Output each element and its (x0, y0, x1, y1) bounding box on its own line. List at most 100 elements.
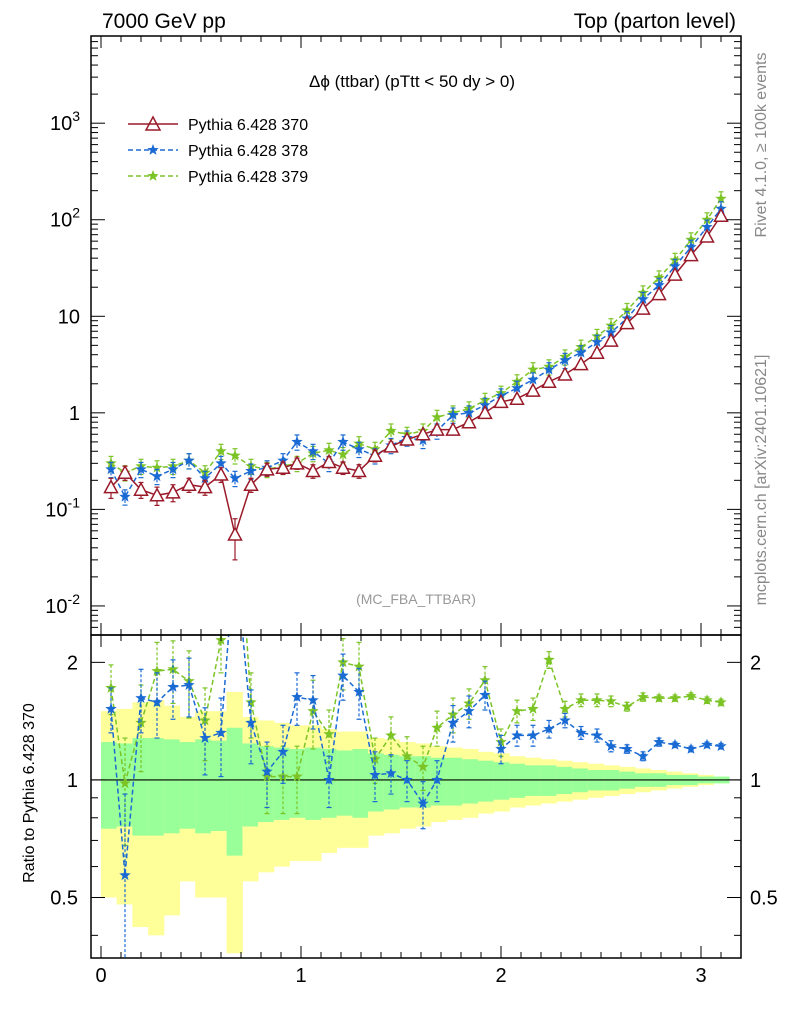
data-point (367, 447, 383, 462)
data-point (351, 462, 367, 478)
data-point (151, 461, 163, 473)
data-point (369, 768, 381, 780)
data-point (323, 773, 335, 785)
data-point (337, 448, 349, 460)
data-point (591, 729, 603, 741)
data-point (477, 404, 493, 420)
data-point (669, 692, 681, 703)
data-point (713, 207, 729, 223)
data-point (603, 332, 619, 347)
ratio-band-inner (163, 739, 181, 834)
data-point (715, 740, 727, 752)
y-tick-label: 102 (50, 205, 80, 232)
legend-label-379: Pythia 6.428 379 (188, 169, 308, 186)
data-point (527, 729, 539, 741)
data-point (463, 406, 475, 418)
ratio-band-inner (446, 757, 463, 806)
y-tick-label: 10-2 (45, 591, 80, 618)
ratio-band-inner (305, 747, 322, 820)
ratio-band-inner (258, 746, 275, 823)
data-point (509, 390, 525, 406)
ratio-y-tick-label-right: 0.5 (750, 888, 778, 910)
data-point (527, 363, 539, 375)
data-point (215, 457, 227, 469)
legend-entry-370: Pythia 6.428 370 (128, 115, 308, 134)
data-point (277, 745, 289, 757)
data-point (431, 773, 443, 785)
data-point (591, 694, 603, 706)
ratio-band-inner (493, 762, 510, 800)
data-point (637, 691, 649, 702)
data-point (401, 773, 413, 785)
data-point (307, 445, 319, 457)
data-point (197, 479, 213, 494)
data-point (589, 344, 605, 359)
ratio-panel-series (91, 635, 741, 958)
data-point (575, 726, 587, 738)
data-point (447, 708, 459, 720)
data-point (117, 464, 133, 479)
data-point (479, 399, 491, 410)
series-line-378 (110, 208, 722, 499)
data-point (605, 326, 617, 338)
series-378 (105, 201, 727, 506)
data-point (431, 721, 443, 733)
ratio-frame (90, 634, 742, 959)
data-point (541, 373, 557, 389)
ratio-band-inner (132, 738, 149, 836)
data-point (353, 660, 365, 672)
data-point (463, 705, 475, 716)
data-point (637, 750, 649, 762)
data-point (701, 738, 713, 750)
ratio-band-inner (383, 754, 400, 810)
ratio-band-inner (525, 765, 542, 796)
x-tick-label: 0 (95, 965, 106, 987)
legend-entry-378: Pythia 6.428 378 (128, 143, 308, 160)
data-point (385, 767, 397, 779)
data-point (447, 716, 459, 728)
data-point (151, 470, 163, 482)
ratio-y-tick-label-right: 2 (750, 652, 761, 674)
data-point (527, 373, 539, 385)
series-line-378-ratio (110, 635, 722, 876)
data-point (685, 690, 697, 701)
data-point (527, 702, 539, 714)
data-point (245, 465, 257, 476)
data-point (445, 421, 461, 436)
data-point (701, 221, 713, 232)
data-point (619, 315, 635, 330)
data-point (559, 354, 571, 366)
data-point (305, 462, 321, 478)
ratio-ylabel: Ratio to Pythia 6.428 370 (21, 703, 38, 883)
y-tick-label: 1 (69, 403, 80, 425)
data-point (135, 692, 147, 703)
ratio-band-inner (179, 742, 196, 829)
legend-label-378: Pythia 6.428 378 (188, 143, 308, 160)
data-point (653, 279, 665, 290)
data-point (573, 355, 589, 371)
data-point (199, 472, 211, 484)
data-point (447, 409, 459, 420)
data-point (275, 459, 291, 475)
data-point (653, 736, 665, 747)
data-point (685, 233, 697, 245)
data-point (667, 266, 683, 281)
data-point (261, 770, 273, 782)
legend-label-370: Pythia 6.428 370 (188, 117, 308, 134)
ratio-y-tick-label-left: 2 (67, 652, 78, 674)
data-point (119, 869, 131, 881)
ratio-band-inner (148, 738, 165, 836)
ratio-band-inner (352, 749, 369, 818)
data-point (335, 459, 351, 475)
data-point (213, 466, 229, 481)
data-point (215, 445, 227, 457)
ratio-band-inner (368, 753, 385, 812)
data-point (479, 689, 491, 700)
ratio-band-inner (195, 739, 212, 834)
data-point (259, 461, 275, 476)
data-point (591, 336, 603, 347)
data-point (229, 472, 241, 484)
data-point (385, 729, 397, 741)
data-point (511, 729, 523, 741)
